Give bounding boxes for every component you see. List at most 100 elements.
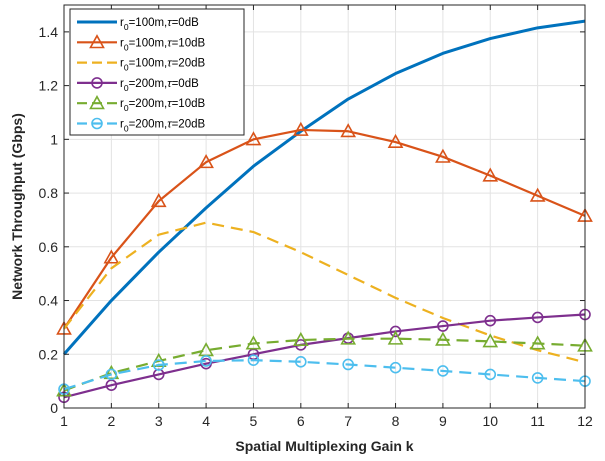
legend-label-radius: =100m, — [129, 17, 168, 29]
data-point — [245, 335, 262, 350]
x-axis-title: Spatial Multiplexing Gain k — [235, 438, 413, 454]
x-tick-label: 10 — [482, 413, 498, 429]
legend-label: r0=100m,τ=10dB — [120, 37, 205, 52]
x-tick-label: 4 — [202, 413, 210, 429]
data-point — [531, 372, 544, 384]
series-2 — [56, 121, 593, 335]
legend-item: r0=100m,τ=10dB — [77, 34, 205, 52]
legend-label-tau: τ — [167, 37, 172, 49]
legend-label-r: r — [120, 78, 124, 90]
y-axis-title: Network Throughput (Gbps) — [9, 113, 25, 300]
legend-item: r0=100m,τ=0dB — [77, 17, 199, 32]
y-tick-label: 0.6 — [39, 239, 59, 255]
legend-label-subscript: 0 — [124, 124, 129, 134]
y-tick-label: 0 — [50, 400, 58, 416]
x-tick-label: 8 — [392, 413, 400, 429]
series-group — [56, 19, 593, 404]
series-line — [62, 19, 586, 356]
legend-label: r0=200m,τ=10dB — [120, 98, 205, 113]
data-point — [340, 330, 357, 345]
legend-marker — [91, 117, 103, 130]
x-tick-label: 9 — [439, 413, 447, 429]
legend-label-radius: =100m, — [129, 58, 168, 70]
legend-label-subscript: 0 — [124, 22, 129, 32]
legend-label-threshold: =10dB — [172, 98, 206, 110]
data-point — [435, 331, 451, 346]
series-1 — [62, 19, 586, 356]
x-tick-label: 1 — [60, 413, 68, 429]
y-tick-label: 0.8 — [39, 185, 59, 201]
data-point — [292, 331, 309, 347]
data-point — [482, 167, 499, 182]
legend-label-threshold: =20dB — [172, 119, 206, 131]
data-point — [152, 359, 165, 371]
legend-label-subscript: 0 — [124, 83, 129, 93]
legend-label-radius: =200m, — [129, 119, 168, 131]
data-point — [150, 192, 167, 208]
data-point — [200, 355, 212, 367]
data-point — [295, 355, 307, 368]
data-point — [387, 133, 404, 149]
legend-label: r0=100m,τ=20dB — [120, 58, 205, 73]
y-tick-label: 0.2 — [39, 346, 59, 362]
y-tick-label: 1 — [50, 131, 58, 147]
series-4 — [58, 308, 591, 404]
data-point — [103, 249, 120, 264]
data-point — [342, 358, 354, 371]
data-point — [389, 325, 402, 338]
plot-frame — [63, 4, 586, 409]
x-tick-label: 6 — [297, 413, 305, 429]
data-point — [484, 368, 497, 381]
series-line — [63, 359, 586, 391]
legend-label-r: r — [120, 17, 124, 29]
legend-label-r: r — [120, 98, 124, 110]
series-line — [63, 313, 586, 399]
legend-item: r0=100m,τ=20dB — [77, 58, 205, 73]
x-tick-label: 12 — [577, 413, 593, 429]
series-6 — [58, 354, 591, 395]
legend-label-r: r — [120, 119, 124, 131]
x-tick-label: 11 — [530, 413, 545, 429]
legend-item: r0=200m,τ=10dB — [77, 95, 205, 113]
legend-label-tau: τ — [167, 58, 172, 70]
legend-marker — [89, 34, 105, 49]
data-point — [387, 330, 404, 345]
legend-label-subscript: 0 — [124, 103, 129, 113]
legend-label-subscript: 0 — [124, 63, 129, 73]
legend-label: r0=200m,τ=20dB — [120, 119, 205, 134]
data-point — [531, 311, 544, 324]
data-point — [435, 148, 451, 163]
data-point — [247, 354, 260, 366]
legend-label-threshold: =20dB — [172, 58, 206, 70]
legend: r0=100m,τ=0dBr0=100m,τ=10dBr0=100m,τ=20d… — [69, 8, 245, 136]
legend-label: r0=200m,τ=0dB — [120, 78, 199, 93]
data-point — [529, 335, 546, 350]
data-point — [437, 365, 449, 377]
data-point — [292, 121, 309, 136]
legend-label-threshold: =10dB — [172, 37, 206, 49]
x-tick-label: 5 — [250, 413, 258, 429]
legend-label-tau: τ — [167, 98, 172, 110]
data-point — [245, 131, 262, 146]
data-point — [529, 187, 546, 202]
legend-label-radius: =100m, — [129, 37, 168, 49]
data-point — [340, 123, 357, 138]
y-tick-label: 1.2 — [39, 78, 59, 94]
y-tick-label: 1.4 — [39, 24, 59, 40]
data-point — [198, 154, 214, 169]
legend-label-tau: τ — [167, 17, 172, 29]
y-tick-label: 0.4 — [39, 293, 59, 309]
legend-label-radius: =200m, — [129, 78, 168, 90]
legend-label-subscript: 0 — [124, 42, 129, 52]
series-line — [63, 337, 586, 392]
legend-box — [69, 8, 245, 136]
data-point — [437, 320, 449, 332]
x-tick-label: 7 — [344, 413, 352, 429]
legend-label-threshold: =0dB — [172, 17, 200, 29]
legend-label-r: r — [120, 58, 124, 70]
series-line — [63, 128, 586, 330]
legend-marker — [91, 77, 103, 89]
x-tick-label: 3 — [155, 413, 163, 429]
